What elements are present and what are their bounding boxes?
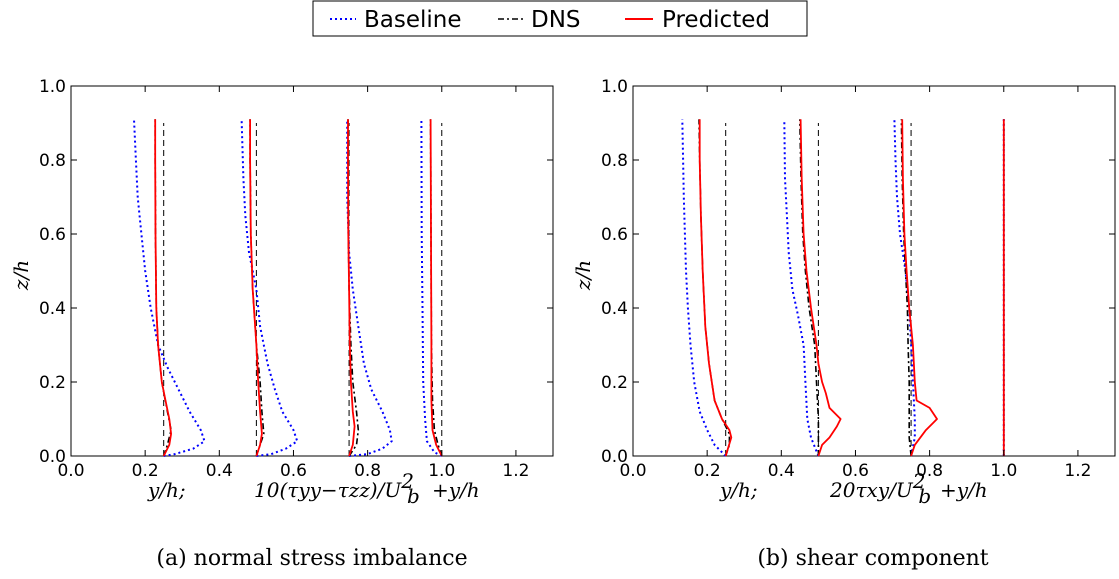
x-axis-label-formula: 10(τyy−τzz)/U2 b [254, 469, 420, 508]
x-axis-label-sub: b [407, 484, 420, 508]
y-tick-label: 0.2 [39, 373, 66, 393]
x-axis-label-left: y/h; [147, 478, 186, 502]
chart-panel-a: 0.0 0.2 0.4 0.6 0.8 1.0 1.20.00.20.40.60.81.0 … [9, 77, 554, 571]
axis-ticks: 0.0 0.2 0.4 0.6 0.8 1.0 1.2 0.0 0.2 0.4 0.6 0.8 1.0 [39, 77, 553, 481]
baseline-profile-1 [783, 119, 820, 457]
y-tick-label: 0.8 [39, 151, 66, 171]
x-axis-label-sub: b [918, 484, 931, 508]
x-tick-label: 1.2 [502, 461, 529, 481]
profile-curves [681, 119, 1005, 457]
x-axis-label-right: +y/h [940, 478, 988, 502]
y-tick-label: 0.6 [39, 225, 66, 245]
legend-label-dns: DNS [531, 7, 581, 33]
predicted-profile-0 [698, 119, 733, 457]
plot-frame [632, 85, 1116, 457]
x-axis-label-right: +y/h [432, 478, 480, 502]
y-tick-label: 0.4 [601, 299, 628, 319]
y-axis-label: z/h [9, 260, 33, 291]
x-tick-label: 1.0 [428, 461, 455, 481]
y-tick-label: 0.4 [39, 299, 66, 319]
predicted-profile-2 [347, 119, 356, 457]
legend-label-baseline: Baseline [364, 7, 462, 33]
y-tick-label: 1.0 [39, 77, 66, 97]
reference-lines [725, 123, 1005, 456]
x-axis-label-formula-main: 10(τyy−τzz)/U [254, 478, 402, 502]
x-tick-label: 0.6 [842, 461, 869, 481]
caption-b: (b) shear component [757, 546, 988, 571]
y-tick-label: 0.2 [601, 373, 628, 393]
dns-profile-2 [900, 119, 912, 457]
y-tick-label: 0.6 [601, 225, 628, 245]
x-tick-label: 1.2 [1064, 461, 1091, 481]
y-axis-label: z/h [571, 260, 595, 291]
predicted-profile-1 [799, 119, 842, 457]
x-tick-label: 0.4 [206, 461, 233, 481]
y-tick-label: 0.0 [39, 447, 66, 467]
caption-a: (a) normal stress imbalance [156, 546, 467, 571]
axis-ticks: 0.0 0.2 0.4 0.6 0.8 1.0 1.2 0.0 0.2 0.4 0.6 0.8 1.0 [601, 77, 1115, 481]
baseline-profile-2 [893, 119, 916, 457]
x-tick-label: 0.8 [354, 461, 381, 481]
baseline-profile-0 [133, 119, 206, 457]
x-tick-label: 0.2 [694, 461, 721, 481]
x-tick-label: 1.0 [990, 461, 1017, 481]
reference-lines [163, 123, 443, 456]
dns-profile-0 [698, 119, 731, 457]
baseline-profile-3 [420, 119, 443, 457]
predicted-profile-0 [154, 119, 172, 457]
x-axis-label-formula-main: 20τxy/U [829, 478, 914, 502]
x-axis-label-sup: 2 [912, 469, 926, 493]
legend-box [312, 0, 808, 37]
dns-profile-0 [154, 119, 172, 457]
dns-profile-1 [249, 119, 265, 457]
x-tick-label: 0.2 [132, 461, 159, 481]
x-tick-label: 0.0 [57, 461, 84, 481]
x-axis-label-left: y/h; [719, 478, 758, 502]
chart-panel-b: 0.0 0.2 0.4 0.6 0.8 1.0 1.20.00.20.40.60.81.0 … [571, 77, 1116, 571]
dns-profile-1 [799, 119, 820, 456]
profile-curves [133, 119, 443, 457]
x-tick-label: 0.4 [768, 461, 795, 481]
x-tick-label: 0.8 [916, 461, 943, 481]
legend: Baseline DNS Predicted [312, 0, 808, 37]
plot-frame [70, 85, 554, 457]
y-tick-label: 0.0 [601, 447, 628, 467]
y-tick-label: 0.8 [601, 151, 628, 171]
baseline-profile-2 [346, 119, 393, 457]
x-axis-label-formula: 20τxy/U2 b [829, 469, 931, 508]
y-tick-label: 1.0 [601, 77, 628, 97]
predicted-profile-3 [429, 119, 443, 457]
legend-label-predicted: Predicted [662, 7, 770, 33]
x-tick-label: 0.0 [619, 461, 646, 481]
baseline-profile-1 [240, 119, 299, 457]
dns-profile-3 [429, 119, 443, 457]
predicted-profile-2 [901, 119, 938, 457]
x-axis-label-sup: 2 [400, 469, 414, 493]
x-tick-label: 0.6 [280, 461, 307, 481]
predicted-profile-1 [249, 119, 263, 457]
